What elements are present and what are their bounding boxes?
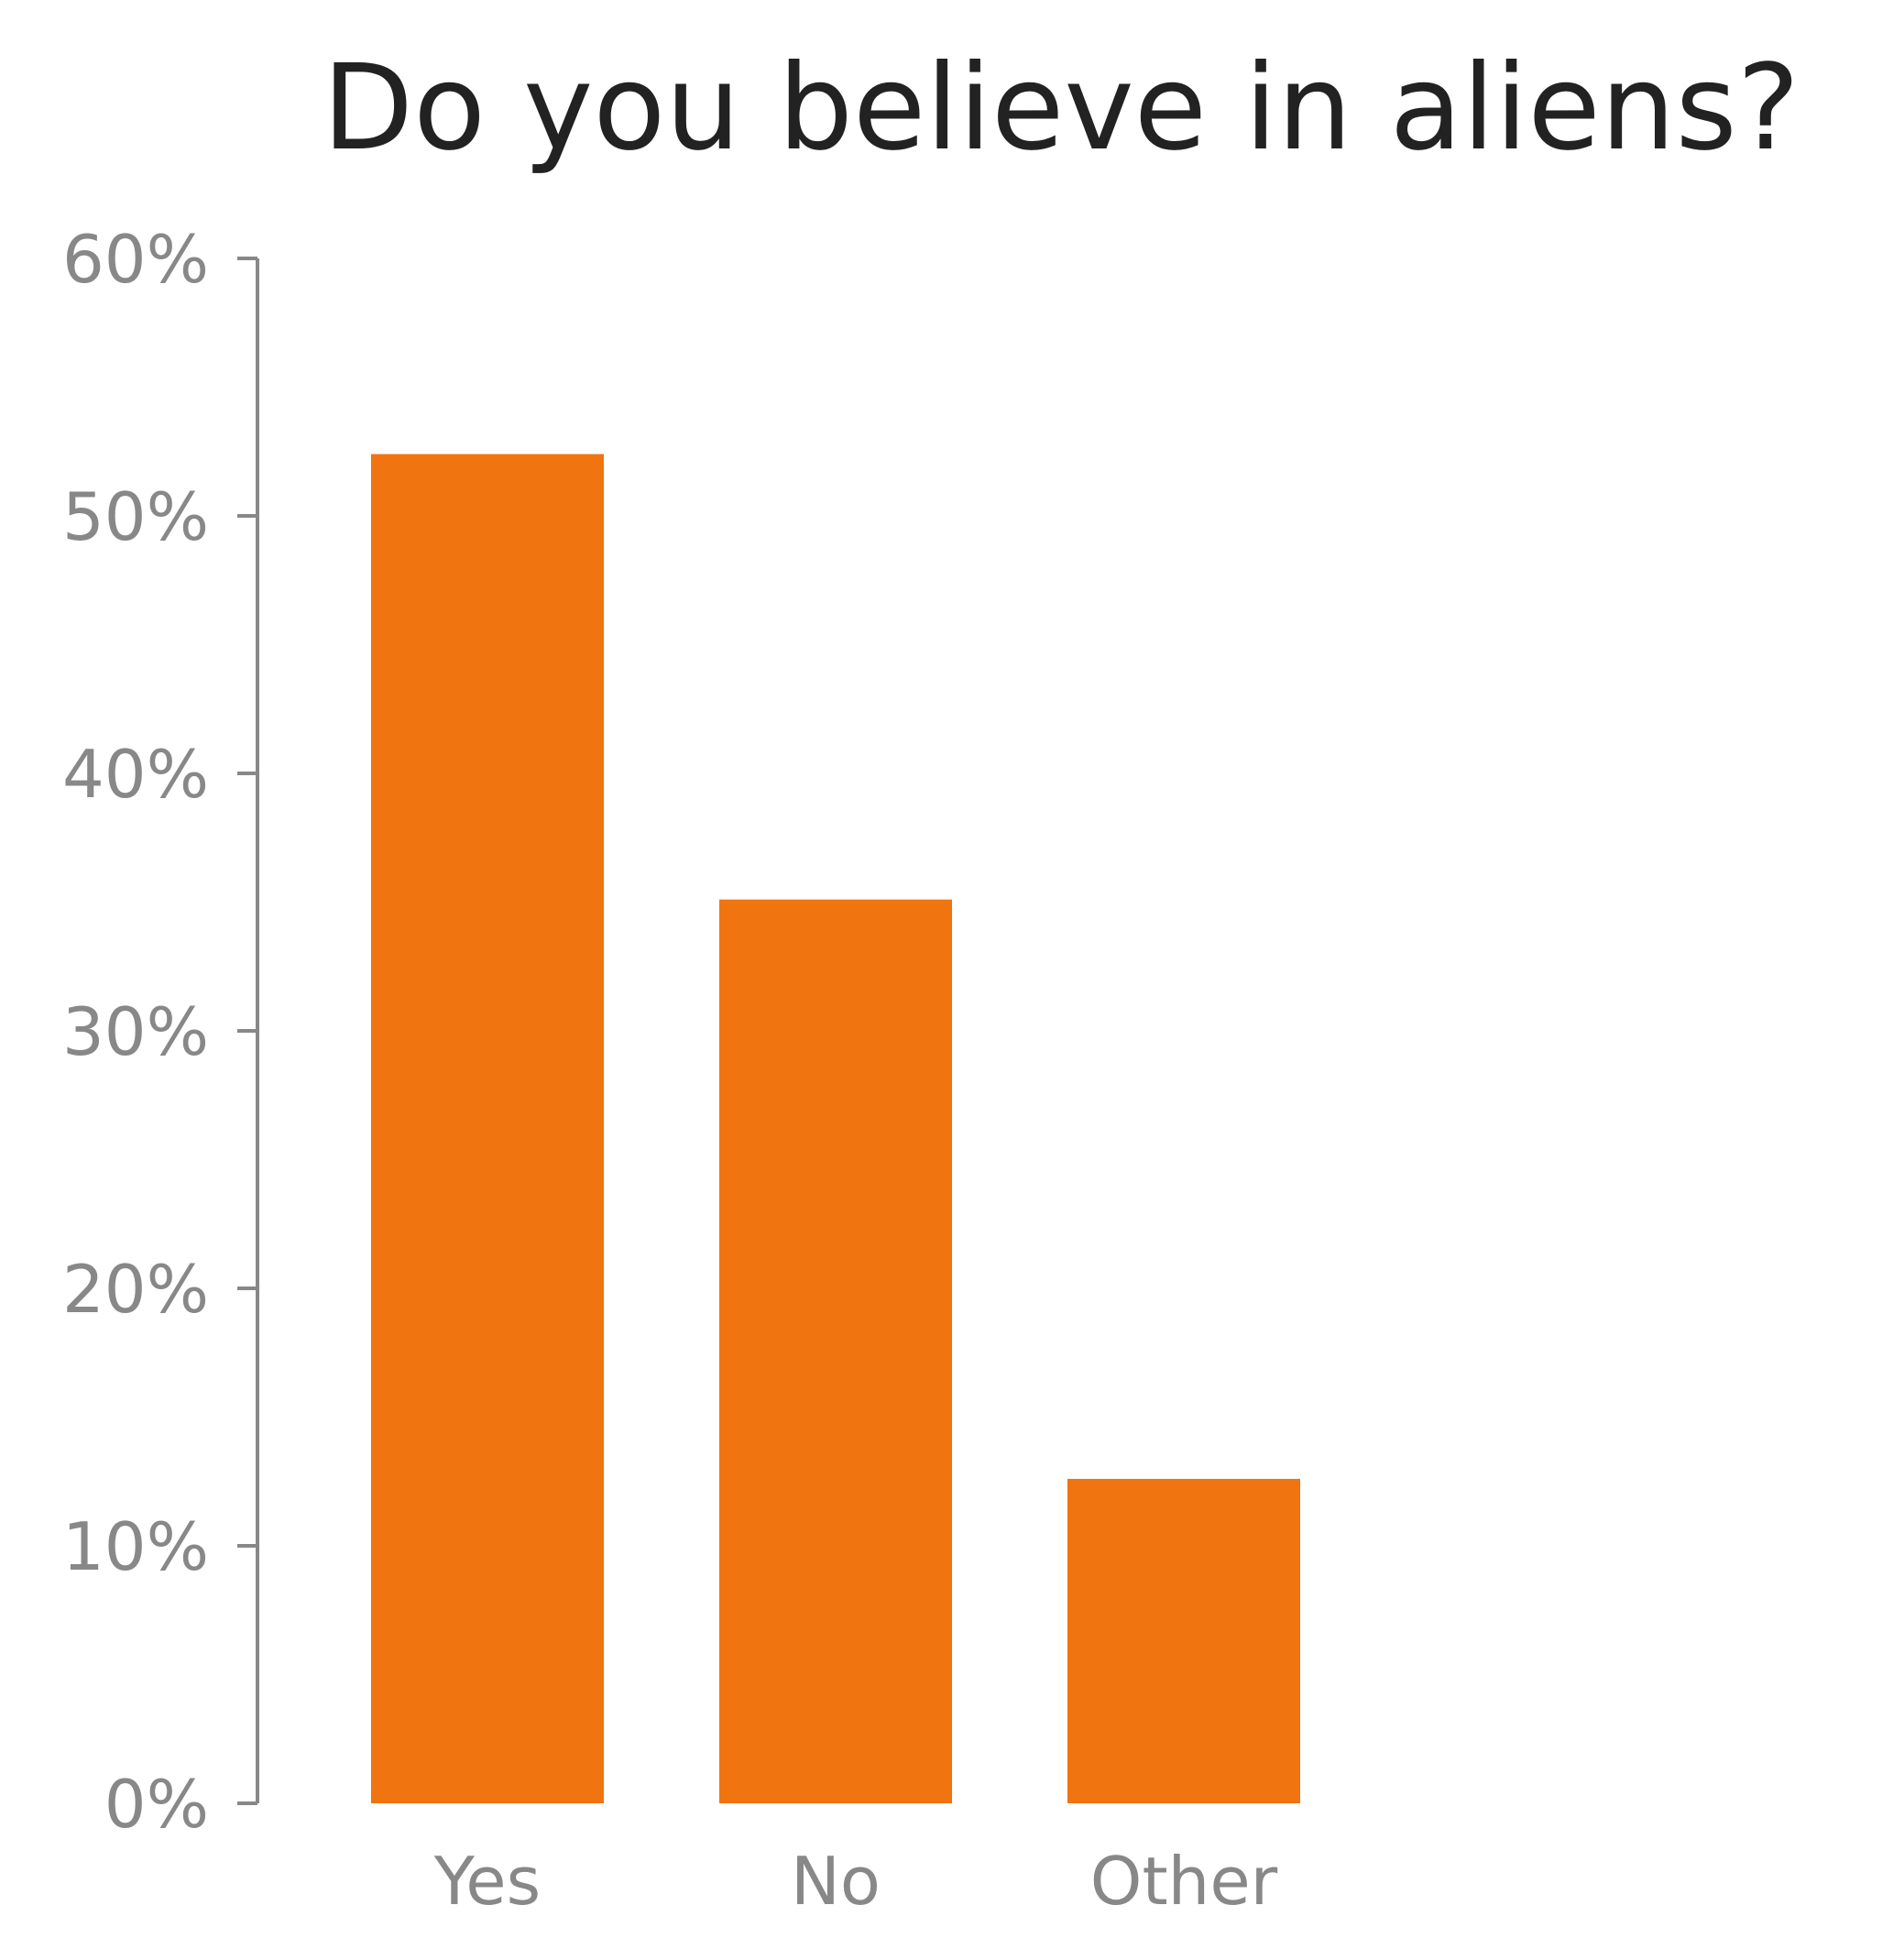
bars [371, 454, 1300, 1803]
bar-yes [371, 454, 604, 1803]
x-axis-labels: Yes No Other [433, 1843, 1278, 1920]
y-tick-label: 0% [104, 1766, 209, 1843]
y-tick-label: 20% [62, 1251, 209, 1328]
y-tick-label: 60% [62, 221, 209, 298]
x-tick-label-no: No [791, 1843, 881, 1920]
x-tick-label-other: Other [1090, 1843, 1278, 1920]
y-tick-label: 40% [62, 736, 209, 813]
y-tick-label: 10% [62, 1508, 209, 1585]
y-tick-label: 30% [62, 993, 209, 1070]
bar-no [719, 899, 952, 1803]
x-tick-label-yes: Yes [433, 1843, 541, 1920]
bar-other [1067, 1478, 1300, 1803]
y-axis: 0% 10% 20% 30% 40% 50% 60% [62, 221, 259, 1843]
chart-title: Do you believe in aliens? [323, 39, 1800, 177]
y-tick-label: 50% [62, 478, 209, 555]
